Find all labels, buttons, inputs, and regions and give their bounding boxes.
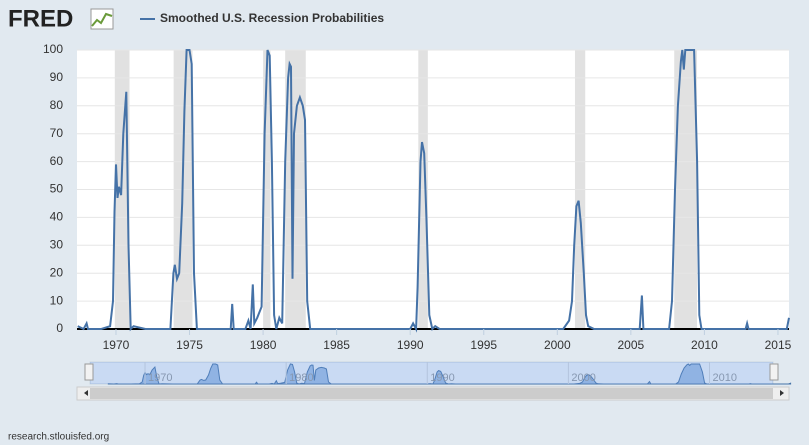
x-tick-label: 1985 (323, 338, 350, 352)
scrollbar-thumb[interactable] (90, 388, 773, 399)
logo-icon (90, 8, 114, 30)
scroll-left[interactable] (84, 390, 88, 396)
logo-line (91, 12, 113, 27)
x-tick-label: 2010 (691, 338, 718, 352)
y-tick-label: 60 (50, 154, 64, 168)
x-tick-label: 2000 (544, 338, 571, 352)
navigator-tick-label: 1970 (148, 372, 172, 384)
y-tick-label: 80 (50, 98, 64, 112)
navigator-series (107, 363, 792, 385)
y-tick-label: 40 (50, 210, 64, 224)
scroll-right[interactable] (780, 390, 784, 396)
x-tick-label: 1970 (103, 338, 130, 352)
navigator-tick-label: 1980 (289, 372, 313, 384)
y-tick-label: 10 (50, 293, 64, 307)
x-tick-label: 1995 (470, 338, 497, 352)
x-tick-label: 1980 (250, 338, 277, 352)
legend-label: Smoothed U.S. Recession Probabilities (160, 11, 384, 25)
y-tick-label: 50 (50, 182, 64, 196)
y-tick-label: 100 (43, 42, 63, 56)
y-tick-label: 20 (50, 265, 64, 279)
series-line (77, 49, 790, 333)
x-tick-label: 1990 (397, 338, 424, 352)
x-tick-label: 1975 (176, 338, 203, 352)
nav-handle-left[interactable] (84, 363, 94, 381)
navigator-tick-label: 2000 (571, 372, 595, 384)
y-tick-label: 70 (50, 126, 64, 140)
y-tick-label: 90 (50, 70, 64, 84)
nav-handle-right[interactable] (769, 363, 779, 381)
brand-logo: FRED (8, 5, 73, 32)
navigator-tick-label: 1990 (430, 372, 454, 384)
navigator-selection[interactable] (90, 362, 773, 384)
y-tick-label: 0 (56, 321, 63, 335)
navigator-tick-label: 2010 (712, 372, 736, 384)
y-tick-label: 30 (50, 237, 64, 251)
footer: research.stlouisfed.org (8, 432, 109, 443)
x-tick-label: 2015 (765, 338, 792, 352)
x-tick-label: 2005 (618, 338, 645, 352)
